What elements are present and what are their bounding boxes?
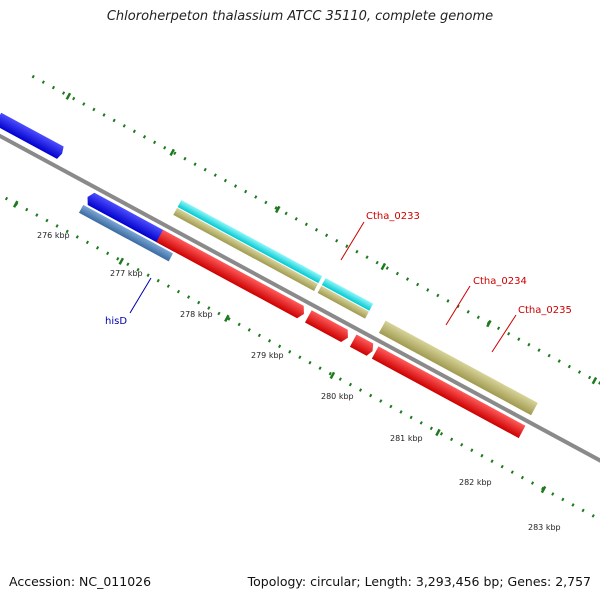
- gene-label-ctha-0235[interactable]: Ctha_0235: [518, 305, 572, 316]
- gene-label-ctha-0234[interactable]: Ctha_0234: [473, 276, 527, 287]
- inner-major-tick: [118, 257, 125, 265]
- ctha-0235-leader-line: [491, 314, 517, 353]
- kbp-label-278: 278 kbp: [180, 310, 213, 319]
- kbp-label-281: 281 kbp: [390, 434, 423, 443]
- gene-ctha-0233-khaki-track[interactable]: [173, 207, 318, 292]
- outer-major-tick: [65, 92, 72, 100]
- gene-label-ctha-0233[interactable]: Ctha_0233: [366, 211, 420, 222]
- outer-major-tick: [486, 319, 492, 328]
- outer-major-tick: [380, 262, 387, 271]
- inner-major-tick: [12, 200, 19, 208]
- kbp-labels: 276 kbp 277 kbp 278 kbp 279 kbp 280 kbp …: [37, 231, 561, 532]
- kbp-label-280: 280 kbp: [321, 392, 354, 401]
- inner-minor-ticks: [0, 180, 600, 536]
- inner-major-tick: [540, 485, 547, 494]
- gene-ctha-0235-start[interactable]: [349, 334, 376, 357]
- inner-tick-ring: [0, 180, 600, 536]
- gene-label-leaders: [129, 221, 517, 353]
- gene-label-hisd[interactable]: hisD: [105, 316, 127, 327]
- hisd-leader-line: [129, 277, 152, 314]
- ctha-0234-leader-line: [445, 285, 471, 326]
- reverse-strand-features: [78, 191, 526, 439]
- gene-ctha-0234-khaki-track[interactable]: [317, 285, 369, 319]
- kbp-label-277: 277 kbp: [110, 269, 143, 278]
- inner-major-tick: [435, 428, 441, 437]
- forward-strand-features: [0, 112, 538, 416]
- inner-major-tick: [224, 314, 230, 323]
- gene-block-blue-2[interactable]: [84, 191, 181, 252]
- gene-ctha-0234-cyan-track[interactable]: [321, 277, 374, 311]
- outer-major-tick: [169, 148, 175, 157]
- kbp-label-283: 283 kbp: [528, 523, 561, 532]
- ctha-0233-leader-line: [340, 221, 365, 261]
- inner-major-tick: [329, 371, 336, 380]
- gene-ctha-0235-khaki-track[interactable]: [378, 320, 538, 416]
- gene-ctha-0233[interactable]: [156, 229, 307, 320]
- gene-block-blue[interactable]: [0, 112, 65, 160]
- gene-ctha-0234[interactable]: [304, 310, 351, 344]
- map-title: Chloroherpeton thalassium ATCC 35110, co…: [106, 9, 494, 24]
- kbp-label-282: 282 kbp: [459, 478, 492, 487]
- gene-labels: hisD Ctha_0233 Ctha_0234 Ctha_0235: [105, 211, 572, 327]
- gene-hisD[interactable]: [78, 204, 173, 262]
- gene-ctha-0235[interactable]: [371, 346, 526, 439]
- outer-minor-ticks: [31, 74, 600, 430]
- genome-summary-text: Topology: circular; Length: 3,293,456 bp…: [247, 574, 591, 589]
- kbp-label-279: 279 kbp: [251, 351, 284, 360]
- outer-tick-ring: [31, 74, 600, 430]
- genome-map: 276 kbp 277 kbp 278 kbp 279 kbp 280 kbp …: [0, 74, 600, 536]
- genome-backbone: [0, 124, 600, 490]
- kbp-label-276: 276 kbp: [37, 231, 70, 240]
- outer-major-tick: [274, 205, 281, 214]
- gene-ctha-0233-cyan-track[interactable]: [177, 199, 323, 284]
- outer-major-tick: [591, 376, 598, 385]
- accession-text: Accession: NC_011026: [9, 574, 152, 589]
